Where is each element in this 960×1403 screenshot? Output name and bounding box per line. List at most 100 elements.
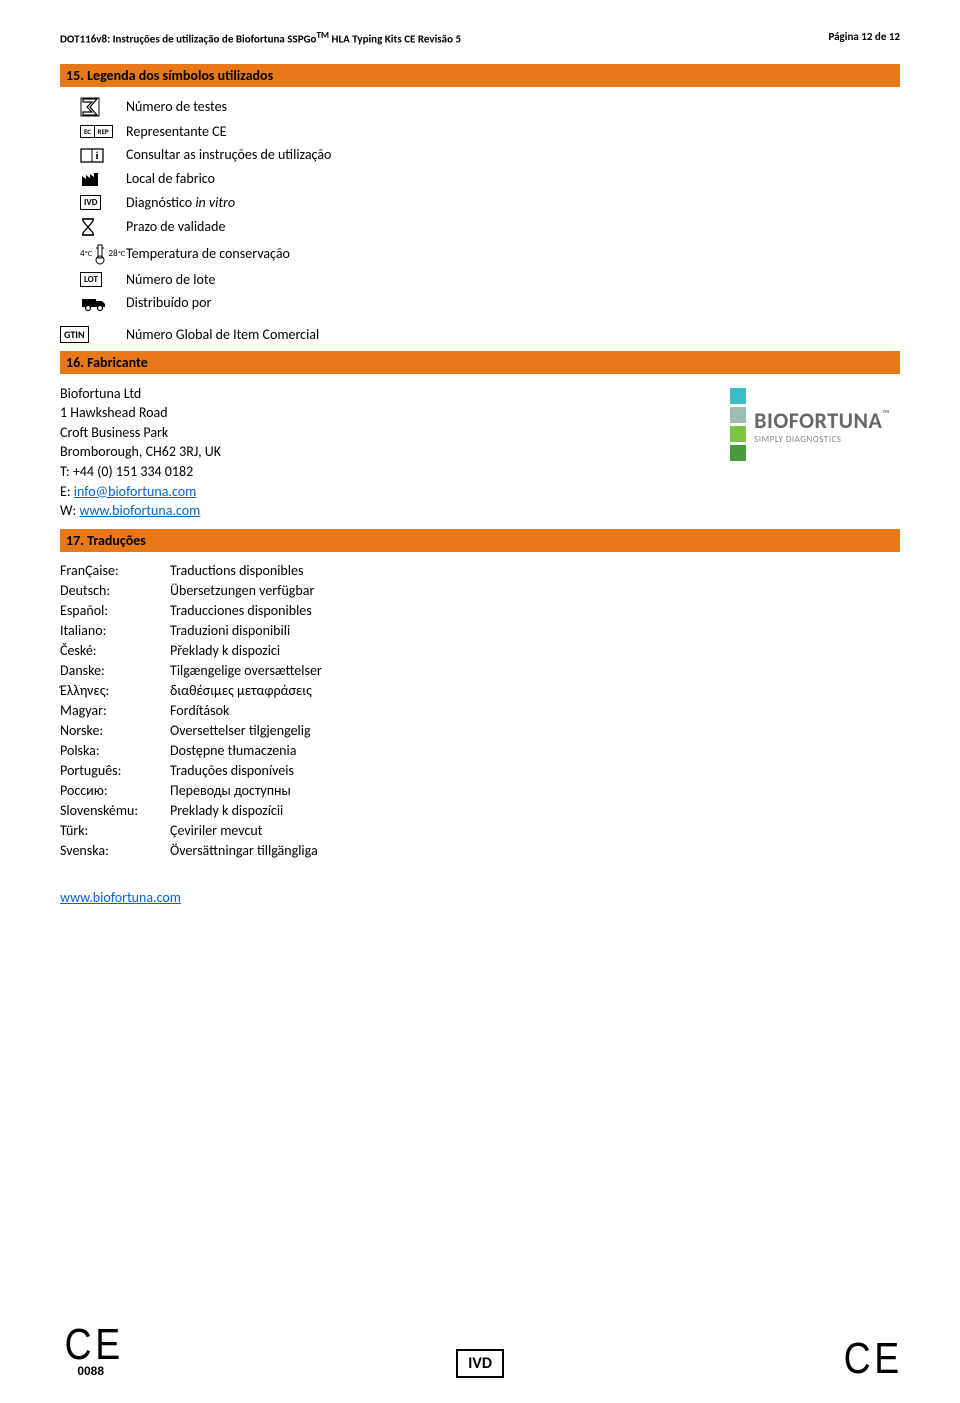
page-header: DOT116v8: Instruções de utilização de Bi… (60, 30, 900, 46)
translation-lang: Svenska: (60, 842, 170, 859)
translation-text: Překlady k dispozici (170, 642, 900, 659)
sigma-icon (80, 97, 126, 117)
symbol-label: Diagnóstico in vitro (126, 194, 900, 211)
section-17-title: 17. Traduções (60, 529, 900, 552)
truck-icon (80, 294, 126, 312)
symbol-row-truck: Distribuído por (80, 294, 900, 312)
symbol-row-temp: 4℃ 28℃ Temperatura de conservação (80, 243, 900, 265)
hourglass-icon (80, 217, 126, 237)
bottom-web-link[interactable]: www.biofortuna.com (60, 889, 181, 906)
symbol-list: Número de testes ECREP Representante CE … (80, 97, 900, 343)
temp-icon: 4℃ 28℃ (80, 243, 126, 265)
ce-symbol: C E (65, 1327, 117, 1362)
translation-text: Traducciones disponibles (170, 602, 900, 619)
mfr-web-link[interactable]: www.biofortuna.com (79, 502, 200, 519)
logo-square-1 (730, 388, 746, 404)
ivd-box: IVD (456, 1349, 504, 1378)
symbol-row-ecrep: ECREP Representante CE (80, 123, 900, 140)
symbol-row-hourglass: Prazo de validade (80, 217, 900, 237)
symbol-row-ifu: i Consultar as instruções de utilização (80, 146, 900, 164)
symbol-row-lot: LOT Número de lote (80, 271, 900, 288)
translation-lang: FranÇaise: (60, 562, 170, 579)
translation-text: Переводы доступны (170, 782, 900, 799)
translation-text: Übersetzungen verfügbar (170, 582, 900, 599)
mfr-company: Biofortuna Ltd (60, 384, 221, 404)
mfr-tel: T: +44 (0) 151 334 0182 (60, 462, 221, 482)
translation-lang: Türk: (60, 822, 170, 839)
ecrep-icon: ECREP (80, 125, 126, 138)
mfr-email-link[interactable]: info@biofortuna.com (74, 483, 197, 500)
symbol-label: Número de testes (126, 98, 900, 115)
logo-square-2 (730, 407, 746, 423)
translation-lang: Έλληνες: (60, 682, 170, 699)
section-16-title: 16. Fabricante (60, 351, 900, 374)
bottom-link-row: www.biofortuna.com (60, 889, 900, 906)
logo-squares (730, 388, 746, 464)
translation-lang: Россию: (60, 782, 170, 799)
footer-ivd: IVD (456, 1349, 504, 1378)
translation-lang: Norske: (60, 722, 170, 739)
logo-square-3 (730, 426, 746, 442)
temp-low: 4℃ (80, 248, 92, 259)
logo-square-4 (730, 445, 746, 461)
symbol-label: Representante CE (126, 123, 900, 140)
mfr-web-line: W: www.biofortuna.com (60, 501, 221, 521)
symbol-label: Temperatura de conservação (126, 245, 900, 262)
section-15-title: 15. Legenda dos símbolos utilizados (60, 64, 900, 87)
temp-high: 28℃ (108, 248, 125, 259)
translation-text: Översättningar tillgängliga (170, 842, 900, 859)
symbol-label: Número Global de Item Comercial (126, 326, 900, 343)
ce-symbol-right: C E (843, 1341, 895, 1376)
translation-lang: Português: (60, 762, 170, 779)
translation-lang: Italiano: (60, 622, 170, 639)
translation-text: Dostępne tłumaczenia (170, 742, 900, 759)
symbol-label: Consultar as instruções de utilização (126, 146, 900, 163)
symbol-row-sigma: Número de testes (80, 97, 900, 117)
manufacturer-address: Biofortuna Ltd 1 Hawkshead Road Croft Bu… (60, 384, 221, 521)
ce-mark-right: C E (839, 1341, 900, 1378)
ce-mark-left: C E 0088 (60, 1327, 121, 1378)
symbol-row-ivd: IVD Diagnóstico in vitro (80, 194, 900, 211)
logo-text: BIOFORTUNA™ SIMPLY DIAGNOSTICS (754, 407, 890, 445)
ivd-icon: IVD (80, 195, 126, 210)
header-left-post: HLA Typing Kits CE Revisão 5 (329, 33, 461, 46)
translation-text: διαθέσιμες μεταφράσεις (170, 682, 900, 699)
logo-name: BIOFORTUNA™ (754, 407, 890, 434)
translation-text: Traductions disponibles (170, 562, 900, 579)
header-tm: TM (316, 30, 329, 41)
symbol-row-factory: Local de fabrico (80, 170, 900, 188)
ivd-pre: Diagnóstico (126, 194, 195, 211)
translation-text: Çeviriler mevcut (170, 822, 900, 839)
symbol-label: Número de lote (126, 271, 900, 288)
mfr-addr3: Bromborough, CH62 3RJ, UK (60, 442, 221, 462)
symbol-label: Distribuído por (126, 294, 900, 311)
mfr-email-line: E: info@biofortuna.com (60, 482, 221, 502)
ivd-label-pre: Local de fabrico (126, 170, 215, 187)
translation-text: Traduzioni disponibili (170, 622, 900, 639)
translation-lang: Polska: (60, 742, 170, 759)
symbol-label: Local de fabrico (126, 170, 900, 187)
header-left-pre: DOT116v8: Instruções de utilização de Bi… (60, 33, 316, 46)
translations-grid: FranÇaise:Traductions disponiblesDeutsch… (60, 562, 900, 859)
page-footer: C E 0088 IVD C E (60, 1327, 900, 1378)
header-left: DOT116v8: Instruções de utilização de Bi… (60, 30, 461, 46)
ifu-icon: i (80, 146, 126, 164)
header-right: Página 12 de 12 (828, 30, 900, 46)
translation-text: Oversettelser tilgjengelig (170, 722, 900, 739)
translation-lang: Magyar: (60, 702, 170, 719)
mfr-addr1: 1 Hawkshead Road (60, 403, 221, 423)
translation-lang: Deutsch: (60, 582, 170, 599)
translation-lang: Danske: (60, 662, 170, 679)
translation-text: Traduções disponíveis (170, 762, 900, 779)
lot-icon: LOT (80, 272, 126, 287)
svg-text:i: i (95, 150, 98, 162)
factory-icon (80, 170, 126, 188)
translation-lang: Slovenskému: (60, 802, 170, 819)
translation-text: Preklady k dispozícii (170, 802, 900, 819)
biofortuna-logo: BIOFORTUNA™ SIMPLY DIAGNOSTICS (730, 388, 890, 464)
manufacturer-block: Biofortuna Ltd 1 Hawkshead Road Croft Bu… (60, 384, 900, 521)
gtin-icon: GTIN (60, 326, 126, 343)
translation-text: Fordítások (170, 702, 900, 719)
logo-sub: SIMPLY DIAGNOSTICS (754, 434, 890, 445)
mfr-addr2: Croft Business Park (60, 423, 221, 443)
